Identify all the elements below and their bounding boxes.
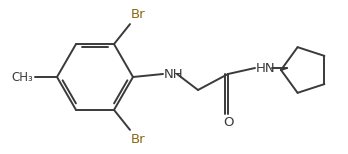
Text: NH: NH bbox=[164, 67, 184, 81]
Text: CH₃: CH₃ bbox=[11, 71, 33, 83]
Text: HN: HN bbox=[256, 61, 276, 75]
Text: Br: Br bbox=[131, 8, 145, 21]
Text: O: O bbox=[223, 116, 233, 128]
Text: Br: Br bbox=[131, 133, 145, 146]
